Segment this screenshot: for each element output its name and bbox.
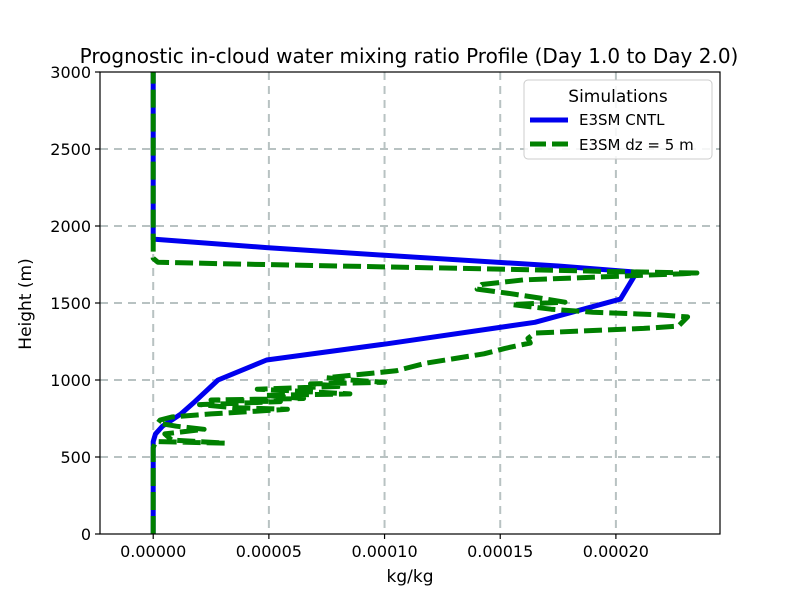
y-tick-label: 500 bbox=[60, 448, 91, 467]
series-layer bbox=[150, 72, 700, 534]
x-tick-label: 0.00020 bbox=[583, 542, 649, 561]
series-line-e3sm-cntl bbox=[150, 72, 640, 534]
x-tick-label: 0.00005 bbox=[236, 542, 302, 561]
legend: Simulations E3SM CNTL E3SM dz = 5 m bbox=[523, 79, 713, 160]
y-tick-label: 2000 bbox=[50, 217, 91, 236]
chart-title: Prognostic in-cloud water mixing ratio P… bbox=[80, 44, 739, 68]
legend-title: Simulations bbox=[568, 87, 668, 107]
x-tick-label: 0.00010 bbox=[351, 542, 417, 561]
y-tick-label: 2500 bbox=[50, 140, 91, 159]
y-tick-label: 1000 bbox=[50, 371, 91, 390]
y-tick-label: 1500 bbox=[50, 294, 91, 313]
x-tick-label: 0.00000 bbox=[120, 542, 186, 561]
x-axis: 0.00000 0.00005 0.00010 0.00015 0.00020 bbox=[120, 534, 649, 561]
y-axis: 0 500 1000 1500 2000 2500 3000 bbox=[50, 63, 100, 544]
grid bbox=[100, 72, 720, 534]
x-tick-label: 0.00015 bbox=[467, 542, 533, 561]
y-tick-label: 0 bbox=[81, 525, 91, 544]
y-axis-label: Height (m) bbox=[16, 258, 36, 349]
y-tick-label: 3000 bbox=[50, 63, 91, 82]
legend-label-e3sm-dz-5m: E3SM dz = 5 m bbox=[579, 136, 694, 154]
x-axis-label: kg/kg bbox=[387, 567, 434, 587]
legend-box bbox=[523, 79, 713, 160]
legend-label-e3sm-cntl: E3SM CNTL bbox=[579, 111, 665, 129]
series-line-e3sm-dz-5m bbox=[150, 72, 700, 534]
